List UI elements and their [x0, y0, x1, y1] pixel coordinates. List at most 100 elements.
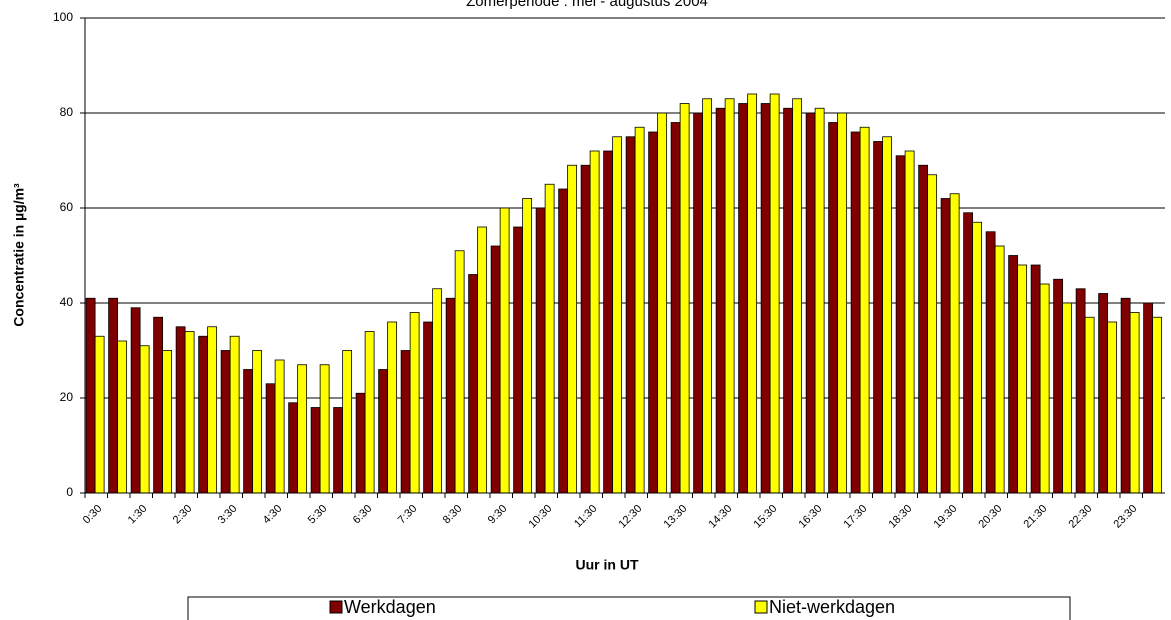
bar	[612, 136, 623, 494]
bar	[904, 150, 915, 494]
bar	[198, 335, 209, 494]
bar	[207, 326, 218, 494]
chart-title: Zomerperiode : mei - augustus 2004	[466, 0, 708, 10]
x-tick-label: 14:30	[706, 503, 734, 531]
bar	[760, 103, 771, 494]
y-tick-label: 20	[60, 390, 74, 404]
x-tick-label: 1:30	[126, 503, 150, 527]
bar	[477, 226, 488, 494]
bar	[558, 188, 569, 494]
bar	[265, 383, 276, 494]
bar	[522, 198, 533, 494]
bar	[693, 112, 704, 494]
bar	[274, 359, 285, 494]
bar	[769, 93, 780, 494]
legend-label: Niet-werkdagen	[769, 597, 895, 617]
bar	[535, 207, 546, 494]
legend-swatch	[754, 600, 768, 614]
bar	[702, 98, 713, 494]
y-tick-label: 60	[60, 200, 74, 214]
bar	[927, 174, 938, 494]
x-tick-label: 18:30	[886, 503, 914, 531]
bar	[355, 392, 366, 494]
x-tick-label: 8:30	[441, 503, 465, 527]
x-tick-label: 12:30	[616, 503, 644, 531]
bar	[310, 407, 321, 494]
bar	[297, 364, 308, 494]
bar	[130, 307, 141, 494]
bar	[963, 212, 974, 494]
bar	[229, 335, 240, 494]
bar	[603, 150, 614, 494]
bar	[715, 107, 726, 494]
bar	[1053, 278, 1064, 494]
bar	[738, 103, 749, 494]
legend-box	[187, 596, 1071, 620]
bar	[94, 335, 105, 494]
bar	[940, 198, 951, 494]
bar	[859, 126, 870, 494]
bar	[252, 350, 263, 494]
x-tick-label: 2:30	[171, 503, 195, 527]
x-tick-label: 4:30	[261, 503, 285, 527]
x-tick-label: 3:30	[216, 503, 240, 527]
bar	[634, 126, 645, 494]
x-tick-label: 23:30	[1111, 503, 1139, 531]
bar	[1030, 264, 1041, 494]
bar	[454, 250, 465, 494]
bar	[1039, 283, 1050, 494]
bar	[589, 150, 600, 494]
x-tick-label: 15:30	[751, 503, 779, 531]
y-tick-label: 40	[60, 295, 74, 309]
bar	[544, 183, 555, 494]
y-tick-label: 80	[60, 105, 74, 119]
x-tick-label: 0:30	[81, 503, 105, 527]
bar	[1107, 321, 1118, 494]
bar	[445, 297, 456, 494]
y-axis-label: Concentratie in µg/m³	[11, 183, 27, 327]
bar	[994, 245, 1005, 494]
bar	[1129, 312, 1140, 494]
bar	[850, 131, 861, 494]
legend-swatch	[329, 600, 343, 614]
x-tick-label: 21:30	[1021, 503, 1049, 531]
x-tick-label: 16:30	[796, 503, 824, 531]
bar	[139, 345, 150, 494]
x-tick-label: 13:30	[661, 503, 689, 531]
bar	[1152, 316, 1163, 494]
bar	[648, 131, 659, 494]
bar	[792, 98, 803, 494]
bar	[1075, 288, 1086, 494]
x-tick-label: 5:30	[306, 503, 330, 527]
bar	[805, 112, 816, 494]
bar	[387, 321, 398, 494]
bar	[814, 107, 825, 494]
bar	[1062, 302, 1073, 494]
bar	[949, 193, 960, 494]
x-tick-label: 7:30	[396, 503, 420, 527]
bar	[499, 207, 510, 494]
bar	[243, 369, 254, 494]
bar	[679, 103, 690, 494]
x-tick-label: 9:30	[486, 503, 510, 527]
bar	[423, 321, 434, 494]
bar	[918, 164, 929, 494]
bar	[747, 93, 758, 494]
bar	[580, 164, 591, 494]
bar	[1008, 255, 1019, 494]
bar	[117, 340, 128, 494]
y-tick-label: 0	[66, 485, 73, 499]
bar	[184, 331, 195, 494]
x-axis-label: Uur in UT	[576, 557, 639, 573]
bar	[432, 288, 443, 494]
bar	[85, 297, 96, 494]
bar	[724, 98, 735, 494]
x-tick-label: 19:30	[931, 503, 959, 531]
bar	[783, 107, 794, 494]
y-tick-label: 100	[53, 10, 73, 24]
x-tick-label: 6:30	[351, 503, 375, 527]
bar	[625, 136, 636, 494]
bar	[220, 350, 231, 494]
